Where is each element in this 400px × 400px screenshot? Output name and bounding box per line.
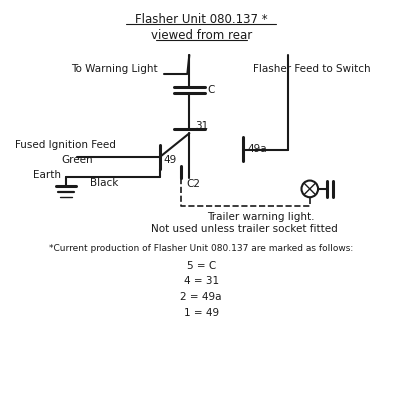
Text: Green: Green — [61, 155, 93, 165]
Text: Trailer warning light.: Trailer warning light. — [207, 212, 314, 222]
Text: Earth: Earth — [33, 170, 61, 180]
Text: 5 = C: 5 = C — [186, 260, 216, 270]
Text: Black: Black — [90, 178, 119, 188]
Text: viewed from rear: viewed from rear — [150, 29, 252, 42]
Text: Flasher Feed to Switch: Flasher Feed to Switch — [253, 64, 370, 74]
Text: Not used unless trailer socket fitted: Not used unless trailer socket fitted — [151, 224, 338, 234]
Text: To Warning Light: To Warning Light — [71, 64, 158, 74]
Text: C2: C2 — [186, 179, 200, 189]
Text: Fused Ignition Feed: Fused Ignition Feed — [14, 140, 116, 150]
Text: 49: 49 — [164, 155, 177, 165]
Text: 1 = 49: 1 = 49 — [184, 308, 219, 318]
Text: C: C — [207, 84, 214, 94]
Text: 2 = 49a: 2 = 49a — [180, 292, 222, 302]
Text: 49a: 49a — [248, 144, 268, 154]
Text: *Current production of Flasher Unit 080.137 are marked as follows:: *Current production of Flasher Unit 080.… — [49, 244, 353, 253]
Text: 4 = 31: 4 = 31 — [184, 276, 219, 286]
Text: Flasher Unit 080.137 *: Flasher Unit 080.137 * — [135, 13, 268, 26]
Text: 31: 31 — [195, 121, 208, 131]
